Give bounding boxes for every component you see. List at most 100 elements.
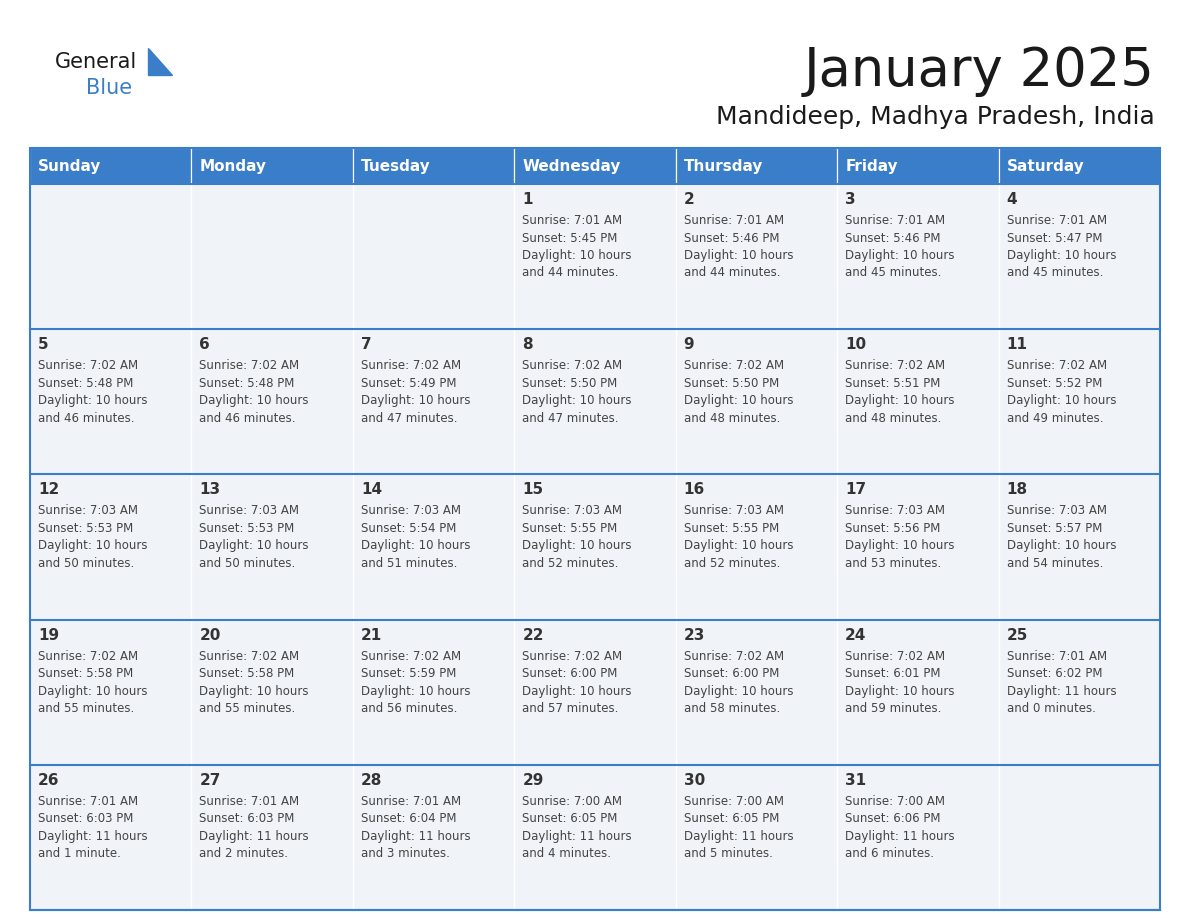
Bar bbox=[191, 184, 353, 330]
Bar bbox=[838, 475, 999, 620]
Bar bbox=[514, 184, 676, 330]
Text: 1: 1 bbox=[523, 192, 532, 207]
Bar bbox=[999, 475, 1159, 620]
Bar bbox=[353, 330, 514, 475]
Text: 9: 9 bbox=[684, 337, 694, 353]
Bar bbox=[191, 620, 353, 765]
Text: Sunrise: 7:03 AM
Sunset: 5:57 PM
Daylight: 10 hours
and 54 minutes.: Sunrise: 7:03 AM Sunset: 5:57 PM Dayligh… bbox=[1006, 504, 1116, 570]
Text: 14: 14 bbox=[361, 482, 383, 498]
Text: 10: 10 bbox=[845, 337, 866, 353]
Text: Sunrise: 7:02 AM
Sunset: 5:50 PM
Daylight: 10 hours
and 47 minutes.: Sunrise: 7:02 AM Sunset: 5:50 PM Dayligh… bbox=[523, 359, 632, 425]
Text: Sunrise: 7:01 AM
Sunset: 6:03 PM
Daylight: 11 hours
and 2 minutes.: Sunrise: 7:01 AM Sunset: 6:03 PM Dayligh… bbox=[200, 795, 309, 860]
Bar bbox=[838, 330, 999, 475]
Text: 2: 2 bbox=[684, 192, 695, 207]
Text: 12: 12 bbox=[38, 482, 59, 498]
Text: Sunrise: 7:01 AM
Sunset: 5:46 PM
Daylight: 10 hours
and 44 minutes.: Sunrise: 7:01 AM Sunset: 5:46 PM Dayligh… bbox=[684, 214, 794, 279]
Text: Friday: Friday bbox=[845, 159, 898, 174]
Text: 22: 22 bbox=[523, 628, 544, 643]
Text: Sunrise: 7:02 AM
Sunset: 5:58 PM
Daylight: 10 hours
and 55 minutes.: Sunrise: 7:02 AM Sunset: 5:58 PM Dayligh… bbox=[200, 650, 309, 715]
Text: 21: 21 bbox=[361, 628, 383, 643]
Text: Sunrise: 7:02 AM
Sunset: 6:00 PM
Daylight: 10 hours
and 57 minutes.: Sunrise: 7:02 AM Sunset: 6:00 PM Dayligh… bbox=[523, 650, 632, 715]
Bar bbox=[30, 765, 191, 910]
Bar bbox=[30, 148, 1159, 910]
Text: 15: 15 bbox=[523, 482, 543, 498]
Bar bbox=[676, 330, 838, 475]
Text: Sunrise: 7:02 AM
Sunset: 6:00 PM
Daylight: 10 hours
and 58 minutes.: Sunrise: 7:02 AM Sunset: 6:00 PM Dayligh… bbox=[684, 650, 794, 715]
Text: Sunrise: 7:02 AM
Sunset: 5:58 PM
Daylight: 10 hours
and 55 minutes.: Sunrise: 7:02 AM Sunset: 5:58 PM Dayligh… bbox=[38, 650, 147, 715]
Text: Thursday: Thursday bbox=[684, 159, 763, 174]
Bar bbox=[30, 184, 191, 330]
Text: Sunrise: 7:03 AM
Sunset: 5:53 PM
Daylight: 10 hours
and 50 minutes.: Sunrise: 7:03 AM Sunset: 5:53 PM Dayligh… bbox=[200, 504, 309, 570]
Bar bbox=[353, 620, 514, 765]
Text: Sunrise: 7:01 AM
Sunset: 5:45 PM
Daylight: 10 hours
and 44 minutes.: Sunrise: 7:01 AM Sunset: 5:45 PM Dayligh… bbox=[523, 214, 632, 279]
Bar bbox=[999, 620, 1159, 765]
Bar bbox=[191, 765, 353, 910]
Bar bbox=[999, 184, 1159, 330]
Bar bbox=[999, 765, 1159, 910]
Bar bbox=[30, 330, 191, 475]
Text: 20: 20 bbox=[200, 628, 221, 643]
Text: 8: 8 bbox=[523, 337, 533, 353]
Bar bbox=[514, 148, 676, 184]
Bar bbox=[514, 765, 676, 910]
Text: 6: 6 bbox=[200, 337, 210, 353]
Text: Sunrise: 7:02 AM
Sunset: 5:48 PM
Daylight: 10 hours
and 46 minutes.: Sunrise: 7:02 AM Sunset: 5:48 PM Dayligh… bbox=[38, 359, 147, 425]
Text: Sunrise: 7:02 AM
Sunset: 5:59 PM
Daylight: 10 hours
and 56 minutes.: Sunrise: 7:02 AM Sunset: 5:59 PM Dayligh… bbox=[361, 650, 470, 715]
Text: Sunrise: 7:03 AM
Sunset: 5:54 PM
Daylight: 10 hours
and 51 minutes.: Sunrise: 7:03 AM Sunset: 5:54 PM Dayligh… bbox=[361, 504, 470, 570]
Text: 30: 30 bbox=[684, 773, 704, 788]
Bar bbox=[353, 765, 514, 910]
Bar bbox=[838, 148, 999, 184]
Bar bbox=[676, 148, 838, 184]
Text: 7: 7 bbox=[361, 337, 372, 353]
Text: Blue: Blue bbox=[86, 78, 132, 98]
Bar bbox=[676, 475, 838, 620]
Text: 13: 13 bbox=[200, 482, 221, 498]
Bar bbox=[191, 330, 353, 475]
Text: 3: 3 bbox=[845, 192, 855, 207]
Text: Sunrise: 7:03 AM
Sunset: 5:53 PM
Daylight: 10 hours
and 50 minutes.: Sunrise: 7:03 AM Sunset: 5:53 PM Dayligh… bbox=[38, 504, 147, 570]
Bar bbox=[676, 765, 838, 910]
Text: 28: 28 bbox=[361, 773, 383, 788]
Text: Sunrise: 7:02 AM
Sunset: 5:49 PM
Daylight: 10 hours
and 47 minutes.: Sunrise: 7:02 AM Sunset: 5:49 PM Dayligh… bbox=[361, 359, 470, 425]
Bar bbox=[191, 475, 353, 620]
Text: 17: 17 bbox=[845, 482, 866, 498]
Text: Wednesday: Wednesday bbox=[523, 159, 621, 174]
Text: Sunrise: 7:01 AM
Sunset: 6:04 PM
Daylight: 11 hours
and 3 minutes.: Sunrise: 7:01 AM Sunset: 6:04 PM Dayligh… bbox=[361, 795, 470, 860]
Bar bbox=[191, 148, 353, 184]
Text: Sunrise: 7:02 AM
Sunset: 5:51 PM
Daylight: 10 hours
and 48 minutes.: Sunrise: 7:02 AM Sunset: 5:51 PM Dayligh… bbox=[845, 359, 955, 425]
Polygon shape bbox=[148, 48, 172, 75]
Text: Sunrise: 7:01 AM
Sunset: 6:03 PM
Daylight: 11 hours
and 1 minute.: Sunrise: 7:01 AM Sunset: 6:03 PM Dayligh… bbox=[38, 795, 147, 860]
Text: Monday: Monday bbox=[200, 159, 266, 174]
Bar bbox=[30, 148, 191, 184]
Text: 26: 26 bbox=[38, 773, 59, 788]
Bar bbox=[514, 475, 676, 620]
Bar bbox=[30, 620, 191, 765]
Bar bbox=[676, 620, 838, 765]
Bar bbox=[676, 184, 838, 330]
Text: Sunrise: 7:03 AM
Sunset: 5:55 PM
Daylight: 10 hours
and 52 minutes.: Sunrise: 7:03 AM Sunset: 5:55 PM Dayligh… bbox=[684, 504, 794, 570]
Text: 5: 5 bbox=[38, 337, 49, 353]
Bar bbox=[30, 475, 191, 620]
Text: Sunrise: 7:00 AM
Sunset: 6:05 PM
Daylight: 11 hours
and 4 minutes.: Sunrise: 7:00 AM Sunset: 6:05 PM Dayligh… bbox=[523, 795, 632, 860]
Text: Mandideep, Madhya Pradesh, India: Mandideep, Madhya Pradesh, India bbox=[716, 105, 1155, 129]
Text: Saturday: Saturday bbox=[1006, 159, 1085, 174]
Text: January 2025: January 2025 bbox=[804, 45, 1155, 97]
Text: 4: 4 bbox=[1006, 192, 1017, 207]
Text: Sunrise: 7:01 AM
Sunset: 6:02 PM
Daylight: 11 hours
and 0 minutes.: Sunrise: 7:01 AM Sunset: 6:02 PM Dayligh… bbox=[1006, 650, 1117, 715]
Text: Tuesday: Tuesday bbox=[361, 159, 431, 174]
Text: Sunrise: 7:02 AM
Sunset: 5:52 PM
Daylight: 10 hours
and 49 minutes.: Sunrise: 7:02 AM Sunset: 5:52 PM Dayligh… bbox=[1006, 359, 1116, 425]
Text: 23: 23 bbox=[684, 628, 706, 643]
Text: Sunday: Sunday bbox=[38, 159, 101, 174]
Text: 27: 27 bbox=[200, 773, 221, 788]
Text: 16: 16 bbox=[684, 482, 704, 498]
Bar bbox=[514, 620, 676, 765]
Bar bbox=[838, 620, 999, 765]
Text: Sunrise: 7:00 AM
Sunset: 6:05 PM
Daylight: 11 hours
and 5 minutes.: Sunrise: 7:00 AM Sunset: 6:05 PM Dayligh… bbox=[684, 795, 794, 860]
Text: 25: 25 bbox=[1006, 628, 1028, 643]
Text: Sunrise: 7:02 AM
Sunset: 5:50 PM
Daylight: 10 hours
and 48 minutes.: Sunrise: 7:02 AM Sunset: 5:50 PM Dayligh… bbox=[684, 359, 794, 425]
Bar bbox=[353, 148, 514, 184]
Text: 29: 29 bbox=[523, 773, 544, 788]
Text: Sunrise: 7:02 AM
Sunset: 6:01 PM
Daylight: 10 hours
and 59 minutes.: Sunrise: 7:02 AM Sunset: 6:01 PM Dayligh… bbox=[845, 650, 955, 715]
Bar bbox=[838, 184, 999, 330]
Text: 11: 11 bbox=[1006, 337, 1028, 353]
